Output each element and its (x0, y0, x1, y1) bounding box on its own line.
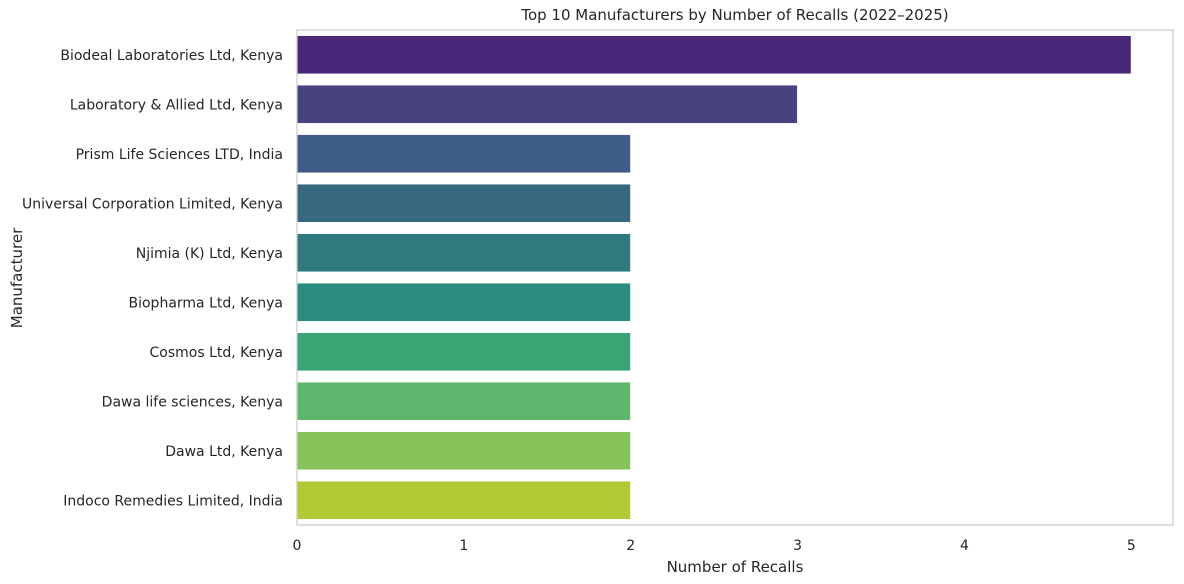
bar (296, 133, 632, 174)
bar (296, 84, 799, 125)
y-tick-label: Cosmos Ltd, Kenya (150, 345, 284, 361)
y-tick-label: Universal Corporation Limited, Kenya (22, 196, 283, 212)
bar (296, 381, 632, 422)
bar (296, 282, 632, 323)
bars-group (296, 34, 1132, 521)
x-tick-label: 3 (793, 538, 802, 554)
bar (296, 232, 632, 273)
y-axis-label: Manufacturer (8, 227, 26, 328)
y-tick-label: Prism Life Sciences LTD, India (76, 147, 283, 163)
x-axis-label: Number of Recalls (667, 558, 804, 576)
bar (296, 34, 1132, 75)
y-tick-label: Biodeal Laboratories Ltd, Kenya (60, 48, 283, 64)
y-tick-label: Dawa Ltd, Kenya (165, 444, 283, 460)
y-tick-label: Laboratory & Allied Ltd, Kenya (70, 97, 283, 113)
y-tick-label: Indoco Remedies Limited, India (63, 493, 283, 509)
bar (296, 183, 632, 224)
bar (296, 480, 632, 521)
bar (296, 430, 632, 471)
x-tick-labels: 0 1 2 3 4 5 (293, 538, 1136, 554)
x-tick-label: 5 (1127, 538, 1136, 554)
y-tick-label: Dawa life sciences, Kenya (102, 394, 283, 410)
x-tick-label: 2 (626, 538, 635, 554)
y-tick-labels: Biodeal Laboratories Ltd, Kenya Laborator… (22, 48, 283, 510)
y-tick-label: Biopharma Ltd, Kenya (129, 295, 284, 311)
x-tick-label: 0 (293, 538, 302, 554)
y-tick-label: Njimia (K) Ltd, Kenya (136, 246, 283, 262)
x-tick-label: 1 (459, 538, 468, 554)
bar (296, 331, 632, 372)
plot-frame (296, 29, 1174, 526)
chart-title: Top 10 Manufacturers by Number of Recall… (520, 6, 948, 24)
x-tick-label: 4 (960, 538, 969, 554)
